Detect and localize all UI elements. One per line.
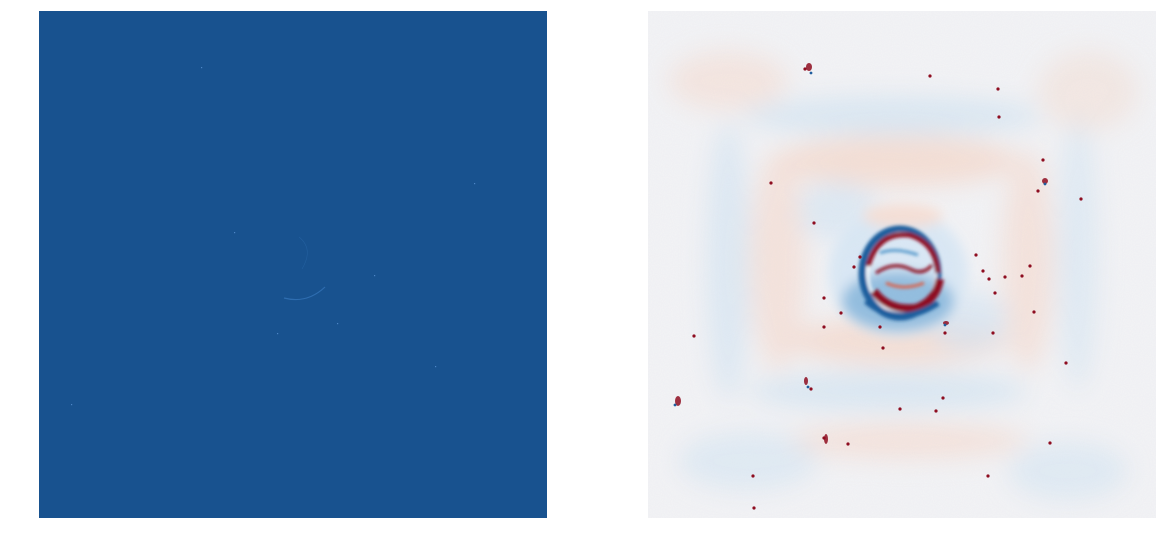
red-source: [1064, 361, 1068, 365]
bright-source: [1042, 178, 1048, 184]
red-source: [991, 331, 995, 335]
red-source: [1003, 275, 1007, 279]
red-source: [812, 221, 816, 225]
red-source: [1048, 441, 1052, 445]
red-source: [974, 253, 978, 257]
left-specks: [71, 67, 476, 406]
red-source: [858, 255, 862, 259]
red-source: [941, 396, 945, 400]
blue-source: [806, 385, 810, 389]
red-source: [846, 442, 850, 446]
red-source: [1041, 158, 1045, 162]
ring-blue-lower: [864, 298, 940, 319]
blue-source: [673, 403, 677, 407]
ring-red-mid: [885, 281, 925, 289]
bright-source: [675, 396, 681, 406]
central-ring: [858, 225, 944, 321]
red-source: [928, 74, 932, 78]
speck: [374, 275, 376, 277]
ring-red-upper: [865, 232, 941, 274]
red-source: [981, 269, 985, 273]
red-source: [751, 474, 755, 478]
speck: [337, 323, 339, 325]
red-source: [803, 67, 807, 71]
blue-source: [943, 323, 947, 327]
bright-source: [806, 63, 812, 71]
red-source: [769, 181, 773, 185]
speck: [201, 67, 203, 69]
red-source: [822, 296, 826, 300]
red-source: [1036, 189, 1040, 193]
red-source: [1028, 264, 1032, 268]
red-source: [809, 387, 813, 391]
red-source: [1020, 274, 1024, 278]
red-source: [752, 506, 756, 510]
red-source: [1032, 310, 1036, 314]
speck: [234, 232, 236, 234]
speck: [435, 366, 437, 368]
red-source: [943, 331, 947, 335]
halo-red-upper: [863, 204, 943, 228]
red-source: [822, 325, 826, 329]
left-image-panel: [39, 11, 547, 518]
right-image: [648, 11, 1156, 518]
bright-source: [824, 434, 828, 444]
red-source: [993, 291, 997, 295]
red-source: [986, 474, 990, 478]
red-source: [996, 87, 1000, 91]
faint-arc: [283, 286, 326, 301]
ring-red-inner: [875, 263, 934, 275]
blue-source: [1043, 182, 1047, 186]
speck: [71, 404, 73, 406]
red-source: [692, 334, 696, 338]
red-source: [987, 277, 991, 281]
red-source: [878, 325, 882, 329]
red-source: [898, 407, 902, 411]
point-sources: [673, 63, 1083, 510]
red-source: [934, 409, 938, 413]
ring-red-lower: [870, 278, 944, 313]
red-source: [852, 265, 856, 269]
red-source: [1079, 197, 1083, 201]
faint-arc-upper: [298, 236, 308, 270]
red-source: [997, 115, 1001, 119]
bright-source: [804, 377, 808, 385]
speck: [277, 333, 279, 335]
left-background: [39, 11, 547, 518]
left-image: [39, 11, 547, 518]
red-source: [881, 346, 885, 350]
blue-source: [809, 71, 813, 75]
ring-blue-inner: [879, 248, 919, 257]
speck: [474, 183, 476, 185]
red-source: [839, 311, 843, 315]
right-image-panel: [648, 11, 1156, 518]
